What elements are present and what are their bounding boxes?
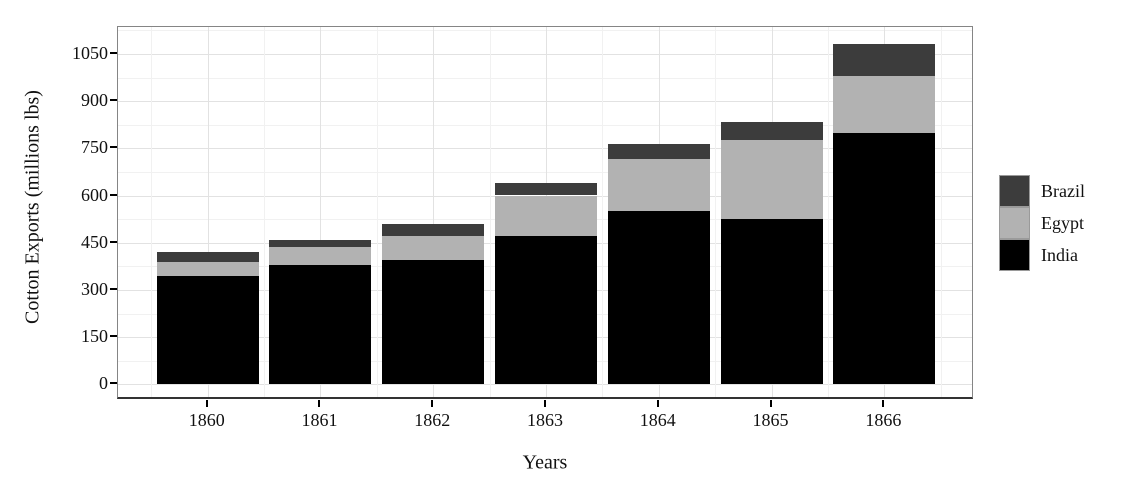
gridline-minor-v bbox=[827, 27, 829, 397]
y-tick-label: 0 bbox=[99, 373, 108, 394]
legend-key-india bbox=[999, 238, 1030, 271]
bar-segment-brazil-1862 bbox=[382, 223, 485, 237]
legend-label-india: India bbox=[1041, 244, 1078, 265]
gridline-minor-h bbox=[118, 77, 972, 79]
bar-segment-india-1862 bbox=[382, 260, 485, 385]
y-tick-label: 900 bbox=[81, 90, 108, 111]
x-tick-mark bbox=[769, 400, 772, 407]
y-tick-label: 150 bbox=[81, 326, 108, 347]
bar-segment-india-1860 bbox=[156, 275, 259, 385]
bar-segment-egypt-1865 bbox=[720, 140, 823, 220]
bar-segment-india-1864 bbox=[607, 211, 710, 385]
y-tick-mark bbox=[110, 382, 117, 385]
bar-segment-egypt-1866 bbox=[833, 75, 936, 133]
legend-key-brazil bbox=[999, 174, 1030, 207]
gridline-minor-v bbox=[489, 27, 491, 397]
y-tick-label: 300 bbox=[81, 278, 108, 299]
bar-segment-india-1863 bbox=[495, 236, 597, 385]
y-tick-label: 450 bbox=[81, 231, 108, 252]
bar-segment-brazil-1865 bbox=[720, 121, 823, 141]
legend-item-brazil: Brazil bbox=[999, 174, 1085, 207]
x-tick-label: 1864 bbox=[639, 410, 676, 430]
legend-label-brazil: Brazil bbox=[1041, 180, 1085, 201]
x-axis-title: Years bbox=[522, 451, 568, 474]
gridline-major-v bbox=[320, 27, 322, 397]
gridline-major-v bbox=[433, 27, 435, 397]
x-tick-label: 1862 bbox=[414, 410, 451, 430]
bar-segment-brazil-1860 bbox=[156, 252, 259, 262]
bar-segment-brazil-1863 bbox=[495, 182, 597, 196]
bar-segment-india-1861 bbox=[269, 264, 372, 385]
gridline-minor-v bbox=[151, 27, 153, 397]
y-tick-mark bbox=[110, 335, 117, 338]
y-tick-mark bbox=[110, 287, 117, 290]
x-tick-label: 1866 bbox=[865, 410, 902, 430]
bar-segment-egypt-1864 bbox=[607, 159, 710, 212]
bar-segment-egypt-1861 bbox=[269, 247, 372, 265]
gridline-major-h bbox=[118, 53, 972, 55]
x-tick-mark bbox=[431, 400, 434, 407]
gridline-minor-v bbox=[376, 27, 378, 397]
bar-segment-india-1865 bbox=[720, 219, 823, 385]
x-tick-mark bbox=[544, 400, 546, 407]
x-tick-label: 1865 bbox=[752, 410, 789, 430]
y-tick-label: 600 bbox=[81, 184, 108, 205]
x-tick-mark bbox=[205, 400, 208, 407]
legend-item-egypt: Egypt bbox=[999, 206, 1085, 239]
gridline-major-v bbox=[207, 27, 209, 397]
gridline-major-h bbox=[118, 384, 972, 386]
y-tick-mark bbox=[110, 51, 117, 54]
x-tick-mark bbox=[656, 400, 659, 407]
x-tick-label: 1860 bbox=[188, 410, 225, 430]
bar-segment-brazil-1861 bbox=[269, 239, 372, 248]
gridline-minor-v bbox=[602, 27, 604, 397]
bar-segment-egypt-1862 bbox=[382, 236, 485, 260]
x-tick-label: 1861 bbox=[301, 410, 338, 430]
bar-segment-india-1866 bbox=[833, 132, 936, 385]
y-tick-mark bbox=[110, 99, 117, 102]
legend: Brazil Egypt India bbox=[999, 174, 1085, 271]
x-tick-mark bbox=[318, 400, 321, 407]
gridline-minor-h bbox=[118, 124, 972, 126]
x-tick-mark bbox=[882, 400, 885, 407]
bar-segment-brazil-1864 bbox=[607, 143, 710, 160]
plot-panel bbox=[117, 26, 973, 399]
bar-segment-egypt-1860 bbox=[156, 261, 259, 276]
y-tick-label: 750 bbox=[81, 137, 108, 158]
gridline-minor-h bbox=[118, 30, 972, 32]
gridline-minor-v bbox=[715, 27, 717, 397]
y-tick-mark bbox=[110, 240, 117, 243]
gridline-minor-v bbox=[940, 27, 942, 397]
x-tick-label: 1863 bbox=[527, 410, 563, 430]
bar-segment-egypt-1863 bbox=[495, 195, 597, 237]
gridline-major-h bbox=[118, 101, 972, 103]
legend-key-egypt bbox=[999, 206, 1030, 239]
y-tick-label: 1050 bbox=[72, 42, 108, 63]
bar-segment-brazil-1866 bbox=[833, 44, 936, 76]
legend-item-india: India bbox=[999, 238, 1085, 271]
gridline-major-h bbox=[118, 148, 972, 150]
legend-label-egypt: Egypt bbox=[1041, 212, 1084, 233]
gridline-minor-v bbox=[264, 27, 266, 397]
y-tick-mark bbox=[110, 146, 117, 149]
gridline-minor-h bbox=[118, 171, 972, 173]
y-tick-mark bbox=[110, 193, 117, 196]
